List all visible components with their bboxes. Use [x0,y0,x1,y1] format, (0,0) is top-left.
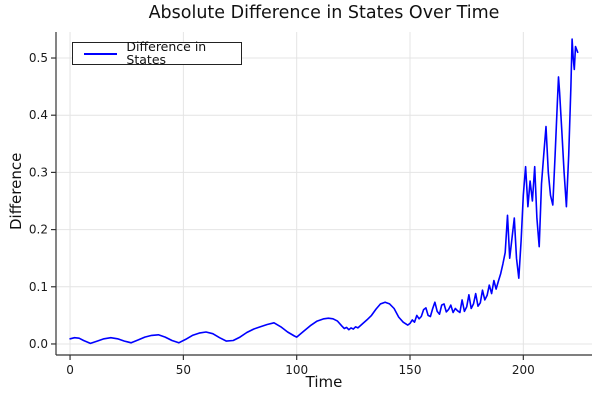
difference-line-series [69,38,579,345]
y-tick-label: 0.3 [29,165,48,179]
y-axis-label: Difference [7,152,25,230]
legend-line-sample [84,52,118,55]
y-tick-label: 0.0 [29,337,48,351]
x-tick-label: 100 [285,363,308,377]
y-tick-label: 0.2 [29,223,48,237]
y-tick-label: 0.4 [29,108,48,122]
x-axis-label: Time [305,373,343,391]
y-tick-label: 0.5 [29,51,48,65]
x-tick-label: 0 [66,363,74,377]
x-tick-label: 150 [399,363,422,377]
y-tick-label: 0.1 [29,280,48,294]
legend-label: Difference in States [126,39,207,67]
legend: Difference in States [72,39,242,67]
chart-title: Absolute Difference in States Over Time [148,3,500,23]
x-tick-label: 50 [176,363,191,377]
x-tick-label: 200 [512,363,535,377]
